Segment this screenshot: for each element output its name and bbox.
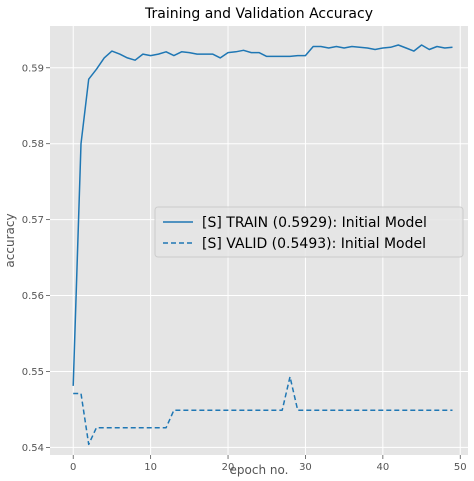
x-tick-label: 50 xyxy=(454,462,467,473)
x-axis-ticks: 0 10 20 30 40 50 xyxy=(70,455,467,473)
y-tick-label: 0.56 xyxy=(22,291,44,302)
y-axis-label: accuracy xyxy=(3,213,17,267)
y-tick-label: 0.55 xyxy=(22,367,44,378)
legend-box xyxy=(154,206,464,258)
y-tick-label: 0.54 xyxy=(22,443,44,454)
train-series-line xyxy=(72,44,453,386)
x-tick-label: 10 xyxy=(144,462,157,473)
x-tick-label: 20 xyxy=(222,462,235,473)
legend: [S] TRAIN (0.5929): Initial Model [S] VAL… xyxy=(154,206,464,258)
x-tick-label: 30 xyxy=(299,462,312,473)
x-tick-label: 40 xyxy=(376,462,389,473)
y-tick-label: 0.58 xyxy=(22,139,44,150)
chart-title: Training and Validation Accuracy xyxy=(144,6,373,22)
y-tick-label: 0.59 xyxy=(22,63,44,74)
x-axis-label: epoch no. xyxy=(230,463,289,477)
valid-series-line xyxy=(73,376,453,446)
series-layer xyxy=(72,44,453,446)
legend-label: [S] TRAIN (0.5929): Initial Model xyxy=(202,215,427,231)
legend-label: [S] VALID (0.5493): Initial Model xyxy=(202,236,426,252)
y-tick-label: 0.57 xyxy=(22,215,44,226)
x-tick-label: 0 xyxy=(70,462,76,473)
y-axis-ticks: 0.54 0.55 0.56 0.57 0.58 0.59 xyxy=(22,63,50,454)
